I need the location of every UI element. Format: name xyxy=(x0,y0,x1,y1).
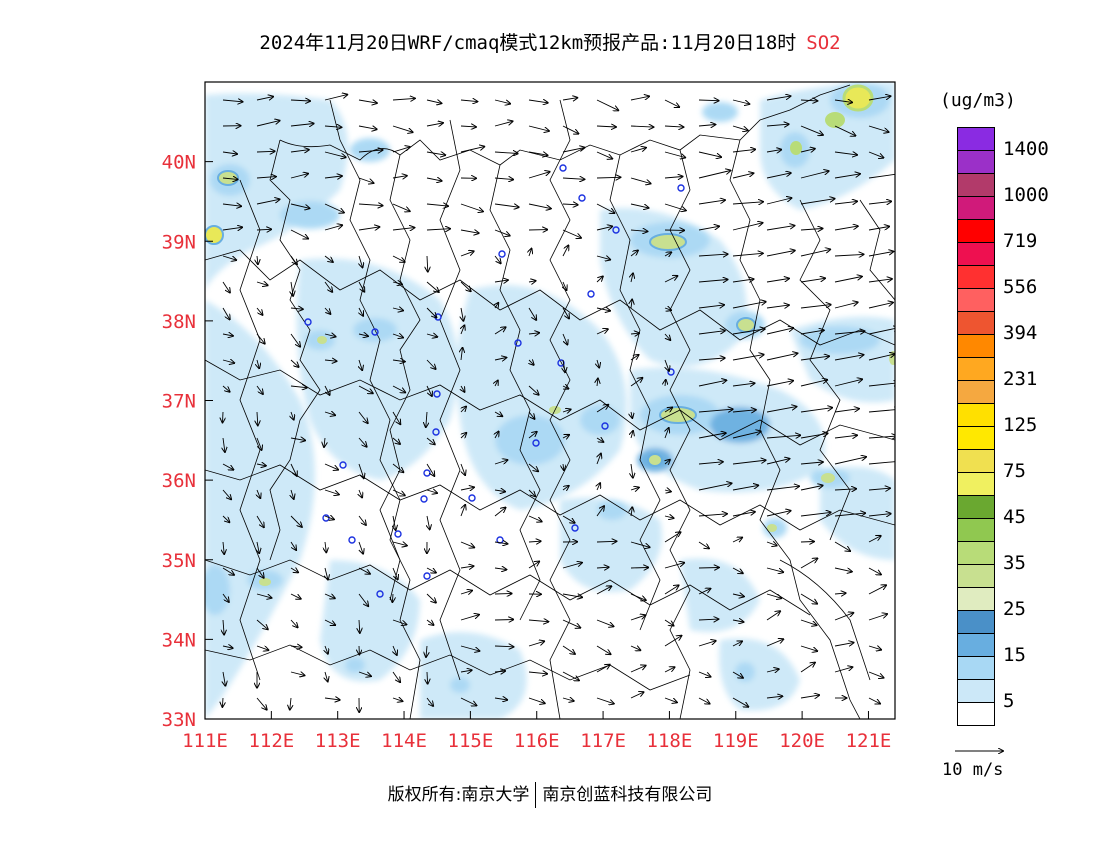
wind-arrow xyxy=(495,594,512,595)
legend-label: 231 xyxy=(1003,368,1037,390)
legend-swatch xyxy=(957,518,995,542)
lat-tick-label: 33N xyxy=(162,709,196,731)
legend-swatch xyxy=(957,334,995,358)
lon-tick-label: 111E xyxy=(182,730,228,752)
legend-label: 5 xyxy=(1003,690,1014,712)
legend-swatch xyxy=(957,610,995,634)
legend-swatch xyxy=(957,219,995,243)
legend-label: 556 xyxy=(1003,276,1037,298)
lon-tick-label: 120E xyxy=(779,730,825,752)
wind-arrow xyxy=(427,672,428,684)
lat-tick-label: 36N xyxy=(162,470,196,492)
lon-tick-label: 113E xyxy=(315,730,361,752)
lon-tick-label: 115E xyxy=(448,730,494,752)
lat-tick-label: 35N xyxy=(162,550,196,572)
legend-label: 125 xyxy=(1003,414,1037,436)
lon-tick-label: 118E xyxy=(647,730,693,752)
wind-arrow xyxy=(223,412,224,422)
wind-arrow xyxy=(392,594,393,602)
legend-swatch xyxy=(957,403,995,427)
legend-swatch xyxy=(957,564,995,588)
lat-tick-label: 39N xyxy=(162,231,196,253)
lat-tick-label: 40N xyxy=(162,152,196,174)
wind-arrow xyxy=(631,568,648,569)
wind-arrow xyxy=(495,620,513,621)
footer-left: 版权所有:南京大学 xyxy=(388,785,530,805)
legend-swatch xyxy=(957,288,995,312)
legend-swatch xyxy=(957,242,995,266)
legend-swatch xyxy=(957,357,995,381)
wind-scale-label: 10 m/s xyxy=(942,760,1003,780)
legend-swatch xyxy=(957,702,995,726)
lon-tick-label: 112E xyxy=(248,730,294,752)
legend-swatch xyxy=(957,541,995,565)
lon-axis: 111E 112E 113E 114E 115E 116E 117E 118E 119E 120E… xyxy=(182,730,891,752)
legend-label: 394 xyxy=(1003,322,1037,344)
legend-swatch xyxy=(957,495,995,519)
legend-swatch xyxy=(957,679,995,703)
legend-swatch xyxy=(957,633,995,657)
legend-label: 45 xyxy=(1003,506,1026,528)
legend-swatch xyxy=(957,426,995,450)
legend-swatch xyxy=(957,265,995,289)
lat-axis: 40N 39N 38N 37N 36N 35N 34N 33N xyxy=(162,152,196,731)
legend-label: 75 xyxy=(1003,460,1026,482)
legend-label: 1400 xyxy=(1003,138,1049,160)
concentration-field xyxy=(200,82,901,719)
legend-swatch xyxy=(957,127,995,151)
lon-tick-label: 121E xyxy=(846,730,892,752)
legend-label: 25 xyxy=(1003,598,1026,620)
legend-swatch xyxy=(957,173,995,197)
legend-swatch xyxy=(957,656,995,680)
footer-right: 南京创蓝科技有限公司 xyxy=(542,785,712,805)
legend-swatch xyxy=(957,380,995,404)
footer-credits: 版权所有:南京大学南京创蓝科技有限公司 xyxy=(0,780,1100,808)
lat-tick-label: 34N xyxy=(162,629,196,651)
legend-label: 15 xyxy=(1003,644,1026,666)
wind-arrow xyxy=(222,698,223,707)
wind-arrow xyxy=(699,568,719,569)
wind-arrow xyxy=(801,542,814,543)
footer-separator xyxy=(535,782,536,808)
lat-tick-label: 38N xyxy=(162,311,196,333)
legend-label: 35 xyxy=(1003,552,1026,574)
legend-label: 1000 xyxy=(1003,184,1049,206)
legend-swatch xyxy=(957,150,995,174)
lat-tick-label: 37N xyxy=(162,391,196,413)
lon-tick-label: 119E xyxy=(713,730,759,752)
lon-tick-label: 116E xyxy=(514,730,560,752)
legend-swatch xyxy=(957,472,995,496)
legend-units: (ug/m3) xyxy=(940,90,1016,111)
legend-swatch xyxy=(957,449,995,473)
lon-tick-label: 117E xyxy=(580,730,626,752)
legend-label: 719 xyxy=(1003,230,1037,252)
legend-swatch xyxy=(957,587,995,611)
legend-swatch xyxy=(957,196,995,220)
legend-swatch xyxy=(957,311,995,335)
lon-tick-label: 114E xyxy=(381,730,427,752)
